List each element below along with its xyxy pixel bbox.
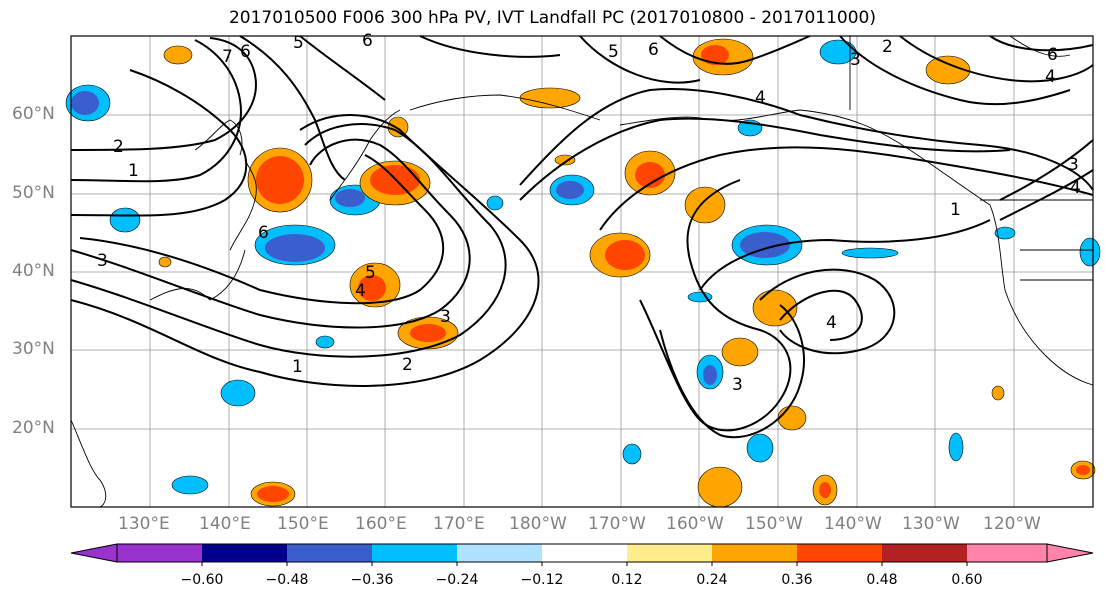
contour-label: 4 <box>1045 67 1056 87</box>
contour-label: 1 <box>292 357 303 377</box>
lon-label: 170°E <box>433 514 485 534</box>
contour-label: 4 <box>1070 178 1081 198</box>
contour-label: 5 <box>365 263 376 283</box>
lon-label: 180°W <box>509 514 567 534</box>
contour-label: 6 <box>258 223 269 243</box>
lat-label: 20°N <box>12 418 55 438</box>
lon-label: 130°E <box>118 514 170 534</box>
lat-label: 30°N <box>12 339 55 359</box>
lon-label: 160°W <box>666 514 724 534</box>
lon-label: 150°E <box>277 514 329 534</box>
colorbar-tick-label: −0.60 <box>180 572 224 588</box>
lon-label: 170°W <box>588 514 646 534</box>
colorbar-tick-label: −0.12 <box>520 572 564 588</box>
map-frame <box>70 35 1094 508</box>
colorbar-tick-label: 0.24 <box>696 572 728 588</box>
pv-contours <box>70 35 1094 439</box>
lat-label: 50°N <box>12 183 55 203</box>
contour-label: 3 <box>1068 155 1079 175</box>
map-area <box>71 36 1093 507</box>
contour-label: 7 <box>222 47 233 67</box>
colorbar-extend-max <box>1046 543 1094 563</box>
contour-label: 5 <box>608 42 619 62</box>
lon-label: 150°W <box>745 514 803 534</box>
contour-label: 2 <box>402 355 413 375</box>
colorbar-tick-label: 0.48 <box>866 572 898 588</box>
contour-label: 3 <box>732 375 743 395</box>
contour-label: 3 <box>97 251 108 271</box>
lon-label: 160°E <box>355 514 407 534</box>
map-title: 2017010500 F006 300 hPa PV, IVT Landfall… <box>228 8 876 28</box>
colorbar-tick-label: 0.12 <box>611 572 643 588</box>
coastlines <box>70 35 1094 508</box>
contour-label: 4 <box>355 281 366 301</box>
colorbar <box>70 543 1094 566</box>
contour-label: 1 <box>128 161 139 181</box>
contour-label: 2 <box>113 137 124 157</box>
colorbar-tick-label: 0.36 <box>781 572 813 588</box>
lon-label: 120°W <box>983 514 1041 534</box>
lon-label: 140°W <box>824 514 882 534</box>
contour-label: 3 <box>440 307 451 327</box>
lat-label: 40°N <box>12 261 55 281</box>
colorbar-tick-label: −0.48 <box>265 572 309 588</box>
colorbar-extend-min <box>70 543 118 563</box>
lat-label: 60°N <box>12 104 55 124</box>
contour-label: 4 <box>826 313 837 333</box>
lon-label: 130°W <box>902 514 960 534</box>
contour-label: 6 <box>240 42 251 62</box>
colorbar-tick-label: 0.60 <box>951 572 983 588</box>
contour-label: 3 <box>850 50 861 70</box>
contour-label: 1 <box>950 200 961 220</box>
filled-anomalies <box>65 38 1101 508</box>
colorbar-tick-label: −0.24 <box>435 572 479 588</box>
contour-label: 2 <box>882 37 893 57</box>
contour-label: 4 <box>755 88 766 108</box>
lon-label: 140°E <box>199 514 251 534</box>
contour-label: 5 <box>293 33 304 53</box>
contour-label: 6 <box>648 40 659 60</box>
contour-labels: 1 2 3 7 6 5 6 5 6 4 3 2 4 6 1 3 4 4 3 1 … <box>97 31 1081 395</box>
contour-label: 6 <box>1047 45 1058 65</box>
colorbar-tick-label: −0.36 <box>350 572 394 588</box>
contour-label: 6 <box>362 31 373 51</box>
